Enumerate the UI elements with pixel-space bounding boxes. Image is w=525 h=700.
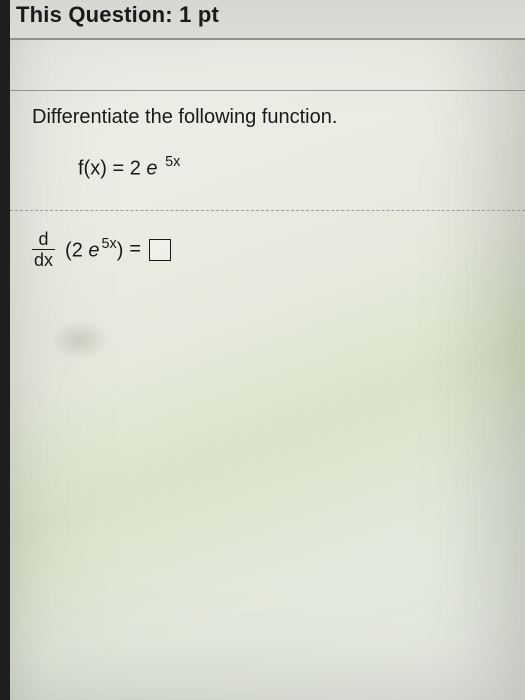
d-numerator: d bbox=[37, 230, 51, 249]
deriv-exponent: 5x bbox=[102, 236, 117, 252]
function-definition: f(x) = 2 e 5x bbox=[78, 155, 180, 181]
paren-close: ) bbox=[117, 239, 124, 261]
screen-smudge bbox=[50, 320, 110, 360]
answer-input-box[interactable] bbox=[149, 239, 171, 261]
derivative-operator: d dx bbox=[32, 230, 55, 269]
fn-coef: 2 bbox=[130, 158, 141, 180]
fn-base: e bbox=[146, 158, 157, 180]
divider-top bbox=[10, 90, 525, 91]
header-band: This Question: 1 pt bbox=[10, 0, 525, 40]
fn-eq: = bbox=[112, 158, 124, 180]
fn-lhs: f(x) bbox=[78, 158, 107, 180]
device-bezel-left bbox=[0, 0, 10, 700]
divider-mid-dashed bbox=[10, 210, 525, 211]
paren-open: ( bbox=[65, 239, 72, 261]
problem-prompt: Differentiate the following function. bbox=[32, 106, 337, 129]
d-denominator: dx bbox=[32, 249, 55, 269]
deriv-eq: = bbox=[129, 238, 141, 261]
deriv-base: e bbox=[88, 239, 99, 261]
header-fragment-text: This Question: 1 pt bbox=[16, 2, 219, 28]
question-panel: This Question: 1 pt Differentiate the fo… bbox=[10, 0, 525, 700]
derivative-expression: d dx (2 e5x) = bbox=[32, 230, 171, 269]
fn-exponent: 5x bbox=[165, 154, 180, 170]
deriv-coef: 2 bbox=[72, 239, 83, 261]
